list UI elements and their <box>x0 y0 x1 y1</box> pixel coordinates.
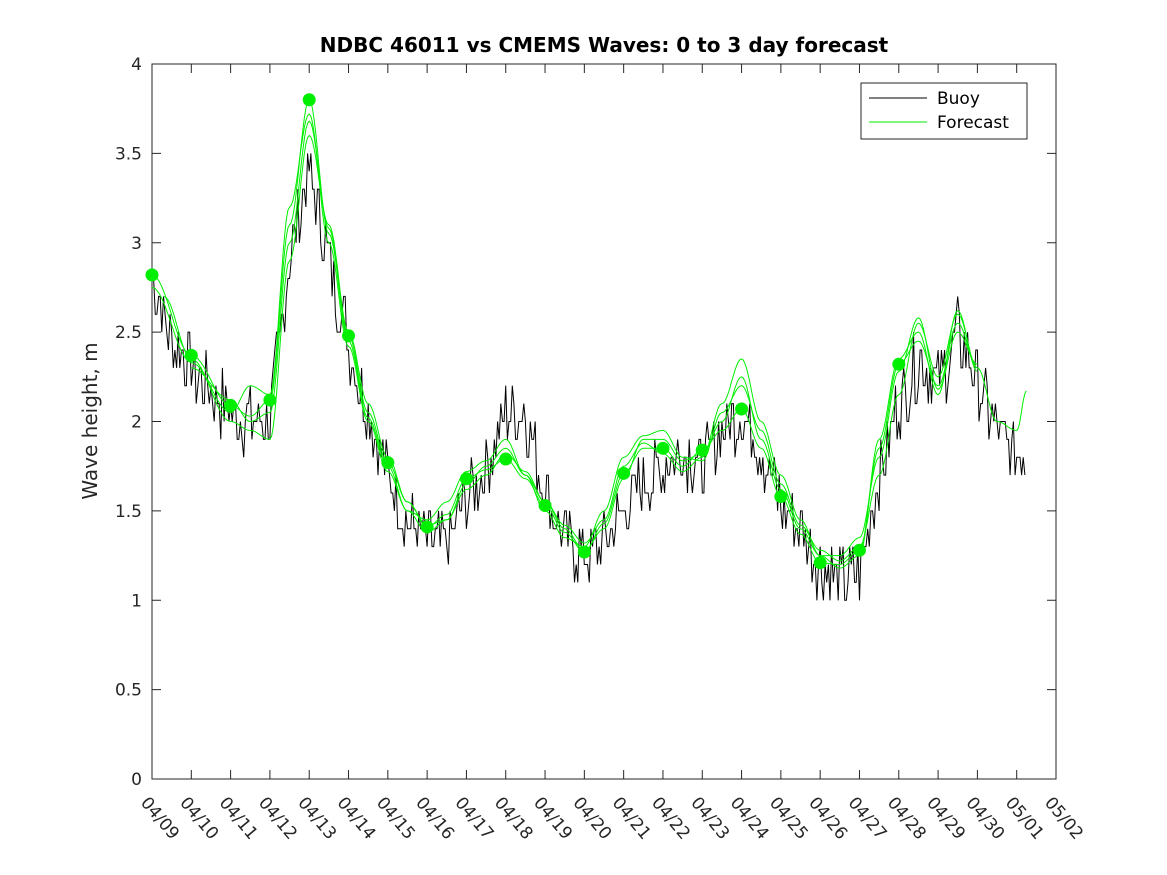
forecast-series-line-1 <box>151 98 1027 565</box>
x-tick-label: 04/12 <box>254 793 301 843</box>
legend-buoy-label: Buoy <box>937 89 980 109</box>
legend-forecast-label: Forecast <box>937 113 1009 133</box>
x-tick-label: 04/26 <box>804 793 851 843</box>
y-tick-label: 1.5 <box>115 502 142 522</box>
x-tick-label: 04/11 <box>215 793 262 843</box>
forecast-series-line-4 <box>191 120 978 557</box>
axes-box <box>151 63 1057 780</box>
x-tick-label: 04/28 <box>883 793 930 843</box>
x-tick-label: 04/16 <box>411 793 458 843</box>
y-tick-label: 0 <box>131 770 142 790</box>
x-tick-label: 04/13 <box>293 793 340 843</box>
forecast-point <box>302 93 316 107</box>
x-tick-label: 05/01 <box>1001 793 1048 843</box>
x-tick-label: 04/17 <box>451 793 498 843</box>
y-axis-label: Wave height, m <box>78 342 102 499</box>
forecast-point <box>656 441 670 455</box>
forecast-series-line-3 <box>163 134 978 569</box>
x-tick-label: 04/29 <box>922 793 969 843</box>
forecast-point <box>735 402 749 416</box>
plot-area: 00.511.522.533.5404/0904/1004/1104/1204/… <box>115 55 1087 844</box>
y-tick-label: 2.5 <box>115 323 142 343</box>
y-tick-label: 3.5 <box>115 144 142 164</box>
x-tick-label: 04/21 <box>608 793 655 843</box>
chart-title: NDBC 46011 vs CMEMS Waves: 0 to 3 day fo… <box>320 33 889 57</box>
x-tick-label: 04/09 <box>136 793 183 843</box>
x-tick-label: 04/18 <box>490 793 537 843</box>
x-tick-label: 04/30 <box>962 793 1009 843</box>
x-tick-label: 04/27 <box>844 793 891 843</box>
x-tick-label: 04/25 <box>765 793 812 843</box>
forecast-point <box>499 452 513 466</box>
forecast-point <box>538 499 552 513</box>
x-tick-label: 04/10 <box>175 793 222 843</box>
x-tick-label: 04/24 <box>726 793 773 843</box>
forecast-point <box>342 329 356 343</box>
forecast-point <box>459 472 473 486</box>
x-tick-label: 04/15 <box>372 793 419 843</box>
x-tick-label: 04/14 <box>333 793 380 843</box>
x-tick-label: 04/20 <box>569 793 616 843</box>
forecast-point <box>695 443 709 457</box>
forecast-point <box>381 456 395 470</box>
forecast-point <box>852 543 866 557</box>
y-tick-label: 0.5 <box>115 681 142 701</box>
forecast-point <box>224 398 238 412</box>
forecast-point <box>813 556 827 570</box>
x-tick-label: 04/22 <box>647 793 694 843</box>
x-tick-label: 04/19 <box>529 793 576 843</box>
forecast-point <box>774 490 788 504</box>
forecast-point <box>577 545 591 559</box>
y-tick-label: 1 <box>131 591 142 611</box>
x-tick-label: 04/23 <box>686 793 733 843</box>
forecast-point <box>184 348 198 362</box>
forecast-point <box>892 357 906 371</box>
x-tick-label: 05/02 <box>1040 793 1087 843</box>
legend: Buoy Forecast <box>860 82 1028 140</box>
y-tick-label: 2 <box>131 413 142 433</box>
y-tick-label: 3 <box>131 234 142 254</box>
y-tick-label: 4 <box>131 55 142 75</box>
forecast-point <box>145 268 159 282</box>
forecast-point <box>263 393 277 407</box>
forecast-point <box>617 466 631 480</box>
forecast-point <box>420 520 434 534</box>
